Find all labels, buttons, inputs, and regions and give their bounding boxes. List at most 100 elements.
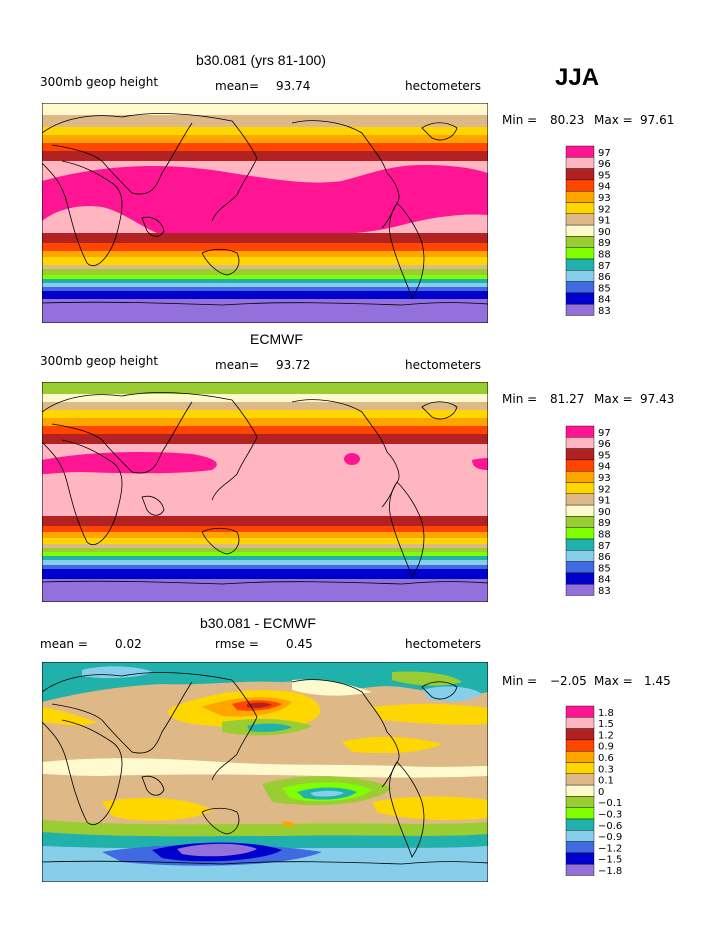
map2-band-95s (42, 516, 488, 526)
panel2-mean-label: mean= (215, 358, 260, 372)
legend1-swatch (565, 168, 595, 181)
map2-area-97-edge (472, 458, 488, 470)
map2-area-97 (42, 452, 217, 474)
legend1-swatch (565, 292, 595, 305)
map3-area-0.1-band (42, 758, 488, 778)
map1-plot (42, 103, 488, 323)
legend1-swatch (565, 157, 595, 169)
map2-band-84s (42, 569, 488, 579)
legend1-label: 89 (598, 238, 611, 249)
legend2-swatch (565, 561, 595, 574)
legend2-label: 93 (598, 473, 611, 484)
legend1-label: 94 (598, 182, 611, 193)
legend3-swatch (565, 830, 595, 842)
legend2-swatch (565, 538, 595, 551)
legend1-swatch (565, 224, 595, 237)
legend1-label: 97 (598, 148, 611, 159)
map1-band-94 (42, 143, 488, 151)
legend3-label: 0.1 (598, 776, 614, 787)
panel1-min-label: Min = (502, 113, 538, 127)
panel3-units: hectometers (405, 637, 481, 651)
map2-band-92s (42, 538, 488, 546)
map1-band-84s (42, 291, 488, 299)
map1-band-89s (42, 269, 488, 277)
legend2-label: 95 (598, 450, 611, 461)
map3-area-neg1.8-polar (177, 843, 257, 857)
legend2-swatch (565, 550, 595, 562)
map2-band-89s (42, 548, 488, 554)
legend2-label: 83 (598, 586, 611, 597)
map3-area-neg0.9-south (310, 790, 344, 797)
legend3-label: 1.8 (598, 708, 614, 719)
map2-band-83s (42, 579, 488, 602)
legend2-swatch (565, 459, 595, 472)
legend2-label: 94 (598, 462, 611, 473)
legend2-label: 92 (598, 484, 611, 495)
map3-coastlines (42, 672, 488, 865)
legend3-label: −1.8 (598, 866, 622, 877)
map2-band-86s (42, 560, 488, 566)
map2-coastlines (42, 392, 488, 585)
legend1-label: 95 (598, 170, 611, 181)
panel3-rmse-value: 0.45 (286, 637, 313, 651)
map2-band-91 (42, 402, 488, 410)
legend2-swatch (565, 572, 595, 585)
legend2-swatch (565, 448, 595, 461)
legend1-swatch (565, 258, 595, 271)
legend3-label: −0.6 (598, 821, 622, 832)
legend1-swatch (565, 145, 595, 158)
map3-area-0.6-east (372, 704, 488, 725)
panel2-units: hectometers (405, 358, 481, 372)
map2-band-92 (42, 410, 488, 418)
map3-area-neg0.9-north (82, 666, 152, 679)
legend1-label: 88 (598, 250, 611, 261)
map2-band-93 (42, 418, 488, 426)
legend3-label: −1.5 (598, 855, 622, 866)
map2-band-95 (42, 434, 488, 446)
legend2-swatch (565, 527, 595, 540)
map2-band-91s (42, 544, 488, 550)
legend3-label: 1.2 (598, 730, 614, 741)
panel1-max-label: Max = (594, 113, 633, 127)
legend1-label: 87 (598, 261, 611, 272)
legend3-label: 0.6 (598, 753, 614, 764)
panel3-mean-label: mean = (40, 637, 88, 651)
map2-band-93s (42, 532, 488, 540)
legend2-swatch (565, 425, 595, 438)
panel3-min-value: −2.05 (550, 674, 587, 688)
map1-band-95s (42, 233, 488, 243)
legend1-label: 93 (598, 193, 611, 204)
map3-area-0-north (292, 679, 372, 696)
map3-area-0.6-se (372, 796, 488, 820)
map2-band-94 (42, 426, 488, 434)
legend3-swatch (565, 841, 595, 854)
map2-band-85s (42, 565, 488, 570)
map2-plot (42, 382, 488, 602)
legend1-label: 86 (598, 272, 611, 283)
map2-band-94s (42, 526, 488, 534)
legend2-swatch (565, 437, 595, 449)
map1-band-86s (42, 283, 488, 287)
legend2-label: 86 (598, 552, 611, 563)
legend1-swatch (565, 179, 595, 192)
map1-band-94s (42, 243, 488, 253)
legend1-label: 83 (598, 306, 611, 317)
legend1-swatch (565, 281, 595, 294)
panel1-max-value: 97.61 (640, 113, 675, 127)
legend1-label: 90 (598, 227, 611, 238)
legend3: 1.81.51.20.90.60.30.10−0.1−0.3−0.6−0.9−1… (565, 705, 622, 877)
panel3-mean-value: 0.02 (115, 637, 142, 651)
legend3-label: −0.9 (598, 832, 622, 843)
panel2-variable-label: 300mb geop height (40, 354, 159, 368)
map1-band-93s (42, 251, 488, 259)
panel2-max-value: 97.43 (640, 392, 675, 406)
legend1-swatch (565, 191, 595, 203)
map1-area-97 (42, 165, 488, 235)
panel1-mean-label: mean= (215, 79, 260, 93)
map3-area-neg0.9-ne (422, 686, 482, 702)
legend3-label: 0.9 (598, 742, 614, 753)
map3-plot (42, 662, 488, 882)
map3-area-0.6-sw (102, 797, 212, 821)
map1-band-91 (42, 115, 488, 127)
